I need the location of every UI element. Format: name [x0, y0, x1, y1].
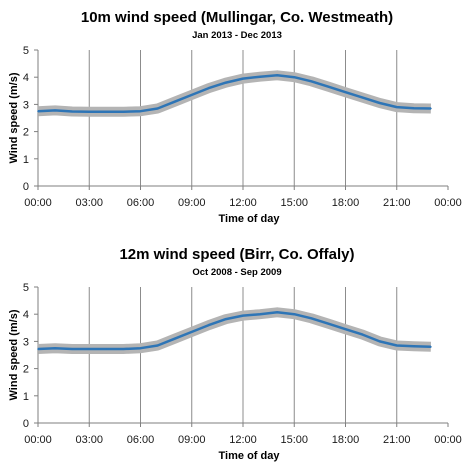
data-point: [173, 100, 176, 103]
y-tick-label: 4: [23, 309, 29, 321]
y-tick-label: 3: [23, 99, 29, 111]
data-point: [276, 311, 278, 314]
chart-subtitle: Oct 2008 - Sep 2009: [192, 267, 282, 278]
y-tick-label: 0: [23, 418, 29, 430]
data-point: [139, 347, 142, 349]
data-point: [54, 109, 56, 112]
x-tick-label: 06:00: [127, 434, 155, 446]
x-tick-label: 12:00: [229, 434, 257, 446]
y-axis-label: Wind speed (m/s): [8, 309, 20, 400]
x-axis-label: Time of day: [219, 450, 281, 462]
x-tick-label: 03:00: [75, 434, 103, 446]
data-point: [293, 313, 296, 315]
y-tick-label: 4: [23, 72, 29, 84]
data-point: [71, 110, 73, 113]
y-tick-label: 2: [23, 127, 29, 139]
data-point: [276, 74, 278, 77]
data-point: [259, 313, 261, 315]
x-tick-label: 15:00: [280, 197, 308, 209]
data-point: [344, 91, 347, 93]
data-point: [173, 337, 176, 340]
data-point: [242, 77, 244, 80]
x-tick-label: 00:00: [24, 197, 52, 209]
data-point: [190, 94, 193, 96]
data-point: [378, 340, 381, 343]
data-point: [327, 85, 330, 88]
x-tick-label: 21:00: [383, 197, 411, 209]
chart-subtitle: Jan 2013 - Dec 2013: [192, 30, 282, 41]
data-point: [310, 317, 313, 320]
x-tick-label: 18:00: [332, 197, 360, 209]
data-point: [71, 348, 73, 350]
data-point: [430, 107, 432, 110]
data-point: [225, 81, 227, 84]
chart-panel-mullingar: 10m wind speed (Mullingar, Co. Westmeath…: [8, 9, 462, 225]
x-tick-label: 06:00: [127, 197, 155, 209]
line-chart-birr: 0 1 2 3 4 5 00:00 03:00 06:00 09:00 12:00 15:00 18:0…: [8, 282, 462, 462]
y-tick-label: 5: [23, 45, 29, 57]
data-point: [208, 324, 210, 326]
data-point: [88, 110, 91, 113]
data-point: [37, 110, 39, 112]
x-tick-label: 09:00: [178, 434, 206, 446]
x-axis-label: Time of day: [219, 213, 281, 225]
y-tick-label: 1: [23, 391, 29, 403]
y-tick-label: 5: [23, 282, 29, 294]
data-point: [378, 102, 381, 104]
data-point: [293, 76, 296, 78]
data-point: [344, 328, 347, 330]
y-axis-label: Wind speed (m/s): [8, 72, 20, 163]
data-point: [395, 106, 398, 108]
x-tick-label: 00:00: [24, 434, 52, 446]
data-point: [413, 107, 415, 110]
x-tick-label: 15:00: [280, 434, 308, 446]
data-point: [37, 348, 39, 350]
data-point: [361, 96, 364, 99]
data-point: [259, 75, 261, 78]
y-tick-label: 2: [23, 364, 29, 376]
data-point: [139, 110, 142, 112]
data-point: [361, 333, 364, 336]
x-tick-label: 12:00: [229, 197, 257, 209]
chart-title: 12m wind speed (Birr, Co. Offaly): [119, 246, 355, 263]
x-tick-label: 00:00: [434, 197, 462, 209]
chart-title: 10m wind speed (Mullingar, Co. Westmeath…: [80, 9, 394, 26]
data-point: [225, 318, 227, 320]
data-point: [208, 87, 210, 89]
y-tick-label: 3: [23, 336, 29, 348]
x-tick-label: 03:00: [75, 197, 103, 209]
data-point: [122, 348, 125, 350]
series-line: [37, 311, 431, 351]
data-point: [242, 314, 244, 317]
data-point: [310, 80, 313, 83]
data-point: [156, 344, 159, 347]
data-point: [395, 344, 398, 347]
data-point: [54, 347, 56, 349]
chart-panel-birr: 12m wind speed (Birr, Co. Offaly) Oct 20…: [0, 237, 474, 474]
line-chart-mullingar: 0 1 2 3 4 5 00:00 03:00 06:00 09:00 12:00 15:00 18:0…: [8, 45, 462, 225]
y-tick-label: 0: [23, 181, 29, 193]
data-point: [430, 346, 432, 348]
data-point: [122, 110, 125, 113]
x-tick-label: 18:00: [332, 434, 360, 446]
data-point: [156, 107, 159, 110]
data-point: [105, 348, 108, 350]
data-point: [327, 322, 330, 325]
x-tick-label: 00:00: [434, 434, 462, 446]
x-tick-label: 09:00: [178, 197, 206, 209]
x-tick-label: 21:00: [383, 434, 411, 446]
data-point: [105, 110, 108, 113]
series-line: [37, 74, 431, 113]
data-point: [413, 345, 415, 348]
data-point: [190, 331, 193, 333]
data-point: [88, 348, 91, 350]
y-tick-label: 1: [23, 154, 29, 166]
